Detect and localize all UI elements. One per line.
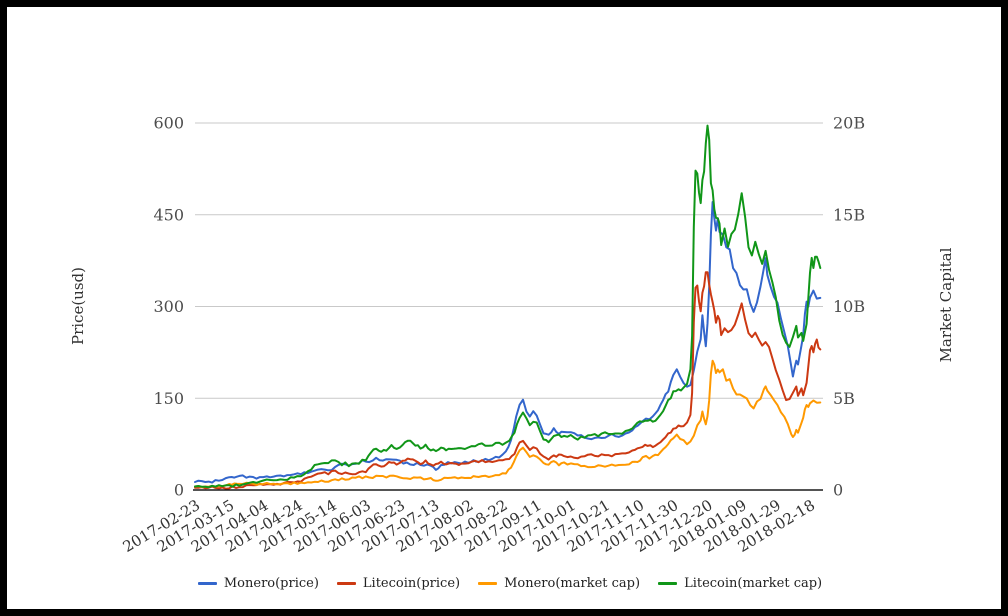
y-right-tick: 20B (833, 114, 865, 133)
y-axis-left-title: Price(usd) (69, 267, 87, 345)
series-line-litecoin-price- (194, 271, 822, 490)
legend-item-monero-price: Monero(price) (197, 575, 319, 591)
x-axis-date-labels: 2017-02-232017-03-152017-04-042017-04-24… (120, 496, 818, 556)
series-line-litecoin-market-cap- (194, 124, 822, 489)
y-axis-right-title: Market Capital (937, 247, 955, 362)
legend-label: Monero(market cap) (504, 575, 641, 591)
series-line-monero-market-cap- (194, 359, 822, 489)
legend-item-litecoin-price: Litecoin(price) (336, 575, 461, 591)
legend-swatch-monero-price (197, 581, 217, 585)
legend-item-litecoin-marketcap: Litecoin(market cap) (658, 576, 822, 591)
y-left-tick: 150 (153, 389, 184, 408)
series-lines (194, 124, 822, 490)
legend-swatch-monero-marketcap (478, 581, 498, 585)
y-right-tick: 0 (833, 481, 843, 500)
y-right-tick: 10B (833, 297, 865, 316)
y-right-tick: 15B (833, 205, 865, 224)
y-axis-left-tick-labels: 0 150 300 450 600 (153, 114, 184, 500)
y-left-tick: 300 (153, 297, 184, 316)
legend-swatch-litecoin-price (336, 581, 356, 585)
y-left-tick: 450 (153, 205, 184, 224)
y-axis-right-tick-labels: 0 5B 10B 15B 20B (833, 114, 865, 500)
legend-label: Litecoin(market cap) (684, 575, 823, 591)
legend-label: Litecoin(price) (362, 575, 461, 591)
y-left-tick: 0 (174, 481, 184, 500)
legend-label: Monero(price) (223, 575, 319, 591)
legend-swatch-litecoin-marketcap (658, 581, 678, 585)
legend: Monero(price) Litecoin(price) Monero(mar… (190, 572, 830, 594)
gridlines (195, 122, 823, 399)
y-left-tick: 600 (153, 114, 184, 133)
legend-item-monero-marketcap: Monero(market cap) (478, 576, 640, 591)
y-right-tick: 5B (833, 389, 855, 408)
